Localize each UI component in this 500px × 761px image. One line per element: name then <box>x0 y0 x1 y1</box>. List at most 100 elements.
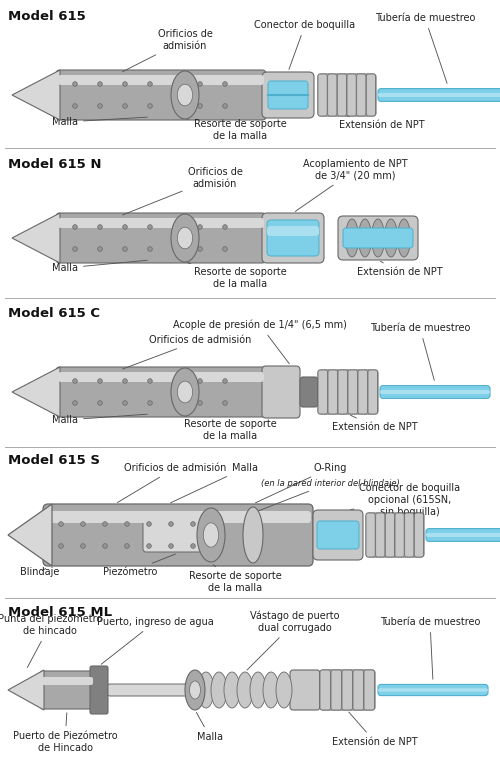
Ellipse shape <box>224 672 240 708</box>
Text: Model 615 ML: Model 615 ML <box>8 606 112 619</box>
Text: Tubería de muestreo: Tubería de muestreo <box>370 323 470 380</box>
FancyBboxPatch shape <box>404 513 414 557</box>
Text: Orificios de admisión: Orificios de admisión <box>122 335 251 369</box>
Circle shape <box>198 224 202 229</box>
Circle shape <box>146 543 152 548</box>
FancyBboxPatch shape <box>58 218 264 228</box>
Circle shape <box>58 522 64 527</box>
FancyBboxPatch shape <box>40 671 95 709</box>
Polygon shape <box>12 213 60 263</box>
Ellipse shape <box>372 219 384 257</box>
Circle shape <box>98 103 102 108</box>
Text: Piezómetro: Piezómetro <box>103 554 176 577</box>
Ellipse shape <box>398 219 410 257</box>
Ellipse shape <box>384 219 398 257</box>
Circle shape <box>212 543 218 548</box>
FancyBboxPatch shape <box>347 74 356 116</box>
Circle shape <box>80 543 86 548</box>
Circle shape <box>172 103 178 108</box>
Circle shape <box>222 247 228 251</box>
FancyBboxPatch shape <box>378 88 500 101</box>
Circle shape <box>72 103 78 108</box>
Circle shape <box>124 522 130 527</box>
Ellipse shape <box>178 228 192 249</box>
FancyBboxPatch shape <box>262 366 300 418</box>
FancyBboxPatch shape <box>90 666 108 714</box>
Circle shape <box>198 379 202 384</box>
FancyBboxPatch shape <box>317 521 359 549</box>
FancyBboxPatch shape <box>313 510 363 560</box>
Ellipse shape <box>171 71 199 119</box>
Polygon shape <box>12 70 60 120</box>
FancyBboxPatch shape <box>56 70 266 120</box>
Text: Orificios de admisión: Orificios de admisión <box>118 463 226 502</box>
Circle shape <box>198 247 202 251</box>
FancyBboxPatch shape <box>143 518 213 552</box>
Text: Model 615 N: Model 615 N <box>8 158 102 171</box>
Circle shape <box>98 247 102 251</box>
Ellipse shape <box>346 219 358 257</box>
Ellipse shape <box>198 672 214 708</box>
Circle shape <box>212 522 218 527</box>
FancyBboxPatch shape <box>43 504 313 566</box>
Circle shape <box>58 543 64 548</box>
Circle shape <box>146 522 152 527</box>
Circle shape <box>122 81 128 86</box>
Circle shape <box>172 224 178 229</box>
Circle shape <box>102 543 108 548</box>
FancyBboxPatch shape <box>366 513 375 557</box>
FancyBboxPatch shape <box>414 513 424 557</box>
Circle shape <box>222 401 228 406</box>
FancyBboxPatch shape <box>364 670 374 710</box>
Text: Extensión de NPT: Extensión de NPT <box>332 416 418 432</box>
Ellipse shape <box>190 681 200 699</box>
FancyBboxPatch shape <box>356 74 366 116</box>
Text: Tubería de muestreo: Tubería de muestreo <box>375 13 475 84</box>
Text: Extensión de NPT: Extensión de NPT <box>332 712 418 747</box>
Circle shape <box>148 103 152 108</box>
Polygon shape <box>8 670 44 710</box>
Text: Extensión de NPT: Extensión de NPT <box>339 116 425 130</box>
Ellipse shape <box>263 672 279 708</box>
FancyBboxPatch shape <box>376 513 385 557</box>
FancyBboxPatch shape <box>378 93 500 97</box>
Text: Resorte de soporte
de la malla: Resorte de soporte de la malla <box>188 263 286 289</box>
Circle shape <box>122 247 128 251</box>
FancyBboxPatch shape <box>426 533 500 537</box>
Text: (en la pared interior del blindaje): (en la pared interior del blindaje) <box>256 479 400 512</box>
Circle shape <box>72 81 78 86</box>
FancyBboxPatch shape <box>426 529 500 541</box>
Ellipse shape <box>185 670 205 710</box>
Text: Model 615 C: Model 615 C <box>8 307 100 320</box>
Ellipse shape <box>171 368 199 416</box>
FancyBboxPatch shape <box>300 377 318 407</box>
Text: Model 615: Model 615 <box>8 10 86 23</box>
FancyBboxPatch shape <box>108 684 200 696</box>
Circle shape <box>172 247 178 251</box>
Text: Malla: Malla <box>196 712 223 742</box>
FancyBboxPatch shape <box>318 370 328 414</box>
Text: Model 615 S: Model 615 S <box>8 454 100 467</box>
Circle shape <box>148 247 152 251</box>
FancyBboxPatch shape <box>338 370 347 414</box>
Text: Extensión de NPT: Extensión de NPT <box>357 261 443 277</box>
FancyBboxPatch shape <box>386 513 394 557</box>
FancyBboxPatch shape <box>42 677 93 685</box>
Text: Malla: Malla <box>170 463 258 503</box>
Circle shape <box>168 543 173 548</box>
Circle shape <box>72 224 78 229</box>
FancyBboxPatch shape <box>262 213 324 263</box>
Text: Conector de boquilla
opcional (615SN,
sin boquilla): Conector de boquilla opcional (615SN, si… <box>350 483 461 517</box>
Circle shape <box>72 379 78 384</box>
Text: Blindaje: Blindaje <box>20 567 59 577</box>
Circle shape <box>98 224 102 229</box>
FancyBboxPatch shape <box>342 670 352 710</box>
Circle shape <box>172 401 178 406</box>
FancyBboxPatch shape <box>267 226 319 236</box>
Ellipse shape <box>197 508 225 562</box>
Circle shape <box>122 379 128 384</box>
Text: Puerto, ingreso de agua: Puerto, ingreso de agua <box>96 617 214 664</box>
Circle shape <box>198 81 202 86</box>
Ellipse shape <box>178 381 192 403</box>
FancyBboxPatch shape <box>338 74 346 116</box>
